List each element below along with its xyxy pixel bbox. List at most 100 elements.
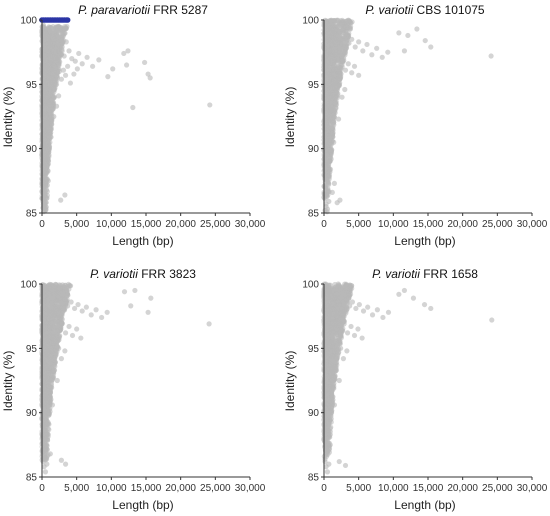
data-point: [51, 367, 58, 373]
highlight-point: [64, 17, 71, 23]
x-tick-label: 25,000: [200, 219, 231, 230]
data-point: [322, 39, 328, 45]
x-tick-label: 25,000: [482, 219, 513, 230]
data-point: [44, 461, 50, 467]
y-axis-title: Identity (%): [1, 87, 15, 148]
data-point: [339, 94, 345, 100]
data-point: [325, 179, 331, 185]
data-point: [42, 81, 48, 87]
data-point: [329, 189, 335, 196]
data-point: [207, 102, 213, 108]
data-point: [110, 66, 116, 72]
data-point: [78, 335, 84, 341]
data-point: [45, 178, 51, 184]
data-point: [335, 17, 341, 23]
data-point: [488, 53, 494, 59]
title-species: P. variotii: [90, 267, 138, 281]
data-point: [104, 309, 110, 315]
data-point: [326, 101, 332, 107]
data-point: [338, 26, 344, 32]
data-point: [69, 332, 76, 339]
data-point: [346, 18, 353, 24]
chart-title: P. paravariotii FRR 5287: [78, 3, 208, 17]
x-tick-label: 10,000: [96, 219, 127, 230]
data-point: [58, 76, 65, 82]
data-point: [44, 138, 51, 144]
data-point: [349, 70, 355, 76]
data-point: [43, 148, 49, 154]
data-point: [331, 139, 337, 145]
data-point: [67, 80, 74, 86]
data-point: [337, 197, 343, 203]
data-point: [54, 377, 60, 384]
x-tick-label: 0: [39, 219, 45, 230]
data-point: [428, 44, 434, 50]
data-point: [335, 35, 342, 41]
data-point: [147, 75, 153, 81]
data-point: [50, 310, 57, 316]
data-point: [50, 79, 56, 85]
data-point: [326, 158, 332, 165]
data-point: [328, 107, 334, 113]
data-point: [44, 120, 50, 126]
y-axis-title: Identity (%): [1, 351, 15, 412]
data-point: [53, 103, 60, 109]
data-point: [340, 37, 347, 44]
x-tick-label: 20,000: [447, 219, 478, 230]
series-0: [40, 22, 213, 215]
data-point: [343, 45, 350, 51]
data-point: [54, 332, 60, 338]
data-point: [47, 305, 53, 311]
x-axis-title: Length (bp): [112, 498, 173, 512]
data-point: [323, 120, 329, 126]
data-point: [59, 312, 65, 318]
data-point: [330, 112, 336, 118]
data-point: [71, 71, 77, 77]
data-point: [322, 55, 328, 62]
title-strain: CBS 101075: [417, 3, 485, 17]
data-point: [62, 296, 68, 303]
data-point: [51, 86, 58, 93]
data-point: [62, 192, 68, 198]
data-point: [326, 198, 332, 205]
data-point: [130, 104, 136, 111]
data-point: [60, 25, 67, 31]
data-point: [364, 41, 370, 48]
data-point: [46, 427, 52, 433]
y-tick-label: 100: [302, 16, 319, 27]
data-point: [79, 61, 85, 67]
data-point: [56, 93, 62, 99]
plot-area: 0 5,000 10,000 15,000 20,000 25,000 30,0008590…: [302, 16, 547, 231]
data-point: [51, 70, 58, 76]
x-tick-label: 20,000: [165, 483, 196, 494]
data-point: [64, 285, 70, 291]
y-tick-label: 90: [26, 144, 38, 155]
y-tick-label: 100: [20, 280, 37, 291]
data-point: [59, 44, 65, 50]
x-tick-label: 30,000: [235, 483, 266, 494]
y-tick-label: 90: [308, 144, 320, 155]
data-point: [51, 291, 58, 297]
data-point: [379, 54, 385, 60]
x-tick-label: 15,000: [131, 483, 162, 494]
chart-panel-cbs-101075: P. variotii CBS 101075 0 5,000 10,000 15,00…: [283, 3, 548, 248]
chart-title: P. variotii FRR 1658: [372, 267, 478, 281]
data-point: [342, 67, 349, 73]
data-point: [58, 356, 65, 362]
data-point: [46, 66, 52, 72]
data-point: [44, 343, 51, 349]
data-point: [65, 63, 71, 69]
data-point: [62, 330, 69, 336]
data-point: [84, 54, 90, 60]
data-point: [83, 304, 89, 310]
y-tick-label: 95: [308, 80, 320, 91]
data-point: [54, 74, 60, 80]
data-point: [48, 380, 54, 386]
data-point: [352, 44, 358, 50]
title-species: P. variotii: [365, 3, 413, 17]
data-point: [369, 52, 375, 58]
data-point: [62, 461, 69, 467]
data-point: [142, 59, 148, 66]
x-tick-label: 10,000: [96, 483, 127, 494]
data-point: [42, 336, 49, 342]
